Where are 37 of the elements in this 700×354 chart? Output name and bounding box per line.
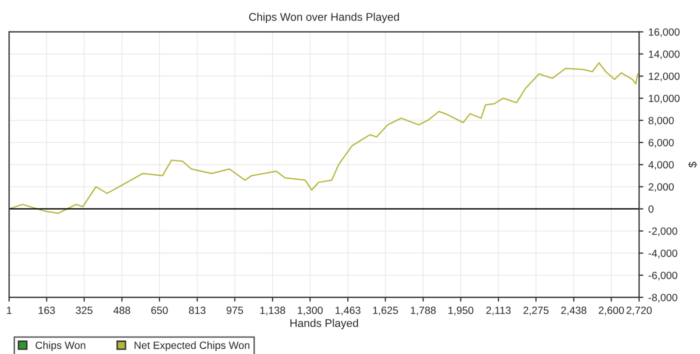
- x-tick-label: 1,950: [448, 306, 474, 316]
- x-tick-label: 325: [76, 306, 92, 314]
- y-axis-title: $: [688, 162, 698, 168]
- y-tick-label: 8,000: [648, 116, 674, 126]
- x-tick-label: 1,788: [410, 306, 436, 316]
- y-tick-label: 10,000: [648, 94, 680, 104]
- y-tick-label: 2,000: [648, 183, 674, 192]
- x-tick-label: 1: [7, 306, 12, 314]
- y-tick-label: -4,000: [648, 250, 678, 258]
- y-tick-label: 0: [648, 205, 654, 213]
- y-tick-label: -8,000: [648, 294, 678, 302]
- x-tick-label: 1,300: [298, 306, 323, 316]
- x-tick-label: 2,438: [561, 306, 586, 316]
- y-tick-label: 4,000: [648, 161, 674, 170]
- x-tick-label: 2,600: [598, 306, 624, 316]
- x-tick-label: 2,275: [523, 306, 549, 316]
- line-series: [9, 62, 638, 214]
- x-tick-label: 650: [151, 306, 168, 314]
- x-tick-label: 1,138: [260, 306, 286, 316]
- x-tick-label: 813: [189, 306, 206, 314]
- y-tick-label: -6,000: [648, 272, 678, 280]
- x-axis-title: Hands Played: [290, 318, 358, 330]
- x-tick-label: 1,463: [336, 306, 360, 316]
- x-tick-label: 163: [38, 306, 55, 314]
- y-tick-label: 12,000: [648, 72, 680, 82]
- x-tick-label: 975: [226, 306, 244, 314]
- y-tick-label: 14,000: [648, 50, 680, 60]
- legend-label: Chips Won: [36, 341, 86, 352]
- x-tick-label: 488: [113, 306, 130, 314]
- x-tick-label: 1,625: [373, 306, 398, 316]
- x-tick-label: 2,720: [626, 306, 652, 316]
- y-tick-label: 16,000: [648, 28, 680, 37]
- legend-label: Net Expected Chips Won: [134, 341, 250, 352]
- y-tick-label: 6,000: [648, 138, 674, 148]
- x-tick-label: 2,113: [486, 306, 511, 316]
- y-tick-label: -2,000: [648, 227, 678, 236]
- chart-title: Chips Won over Hands Played: [249, 12, 399, 24]
